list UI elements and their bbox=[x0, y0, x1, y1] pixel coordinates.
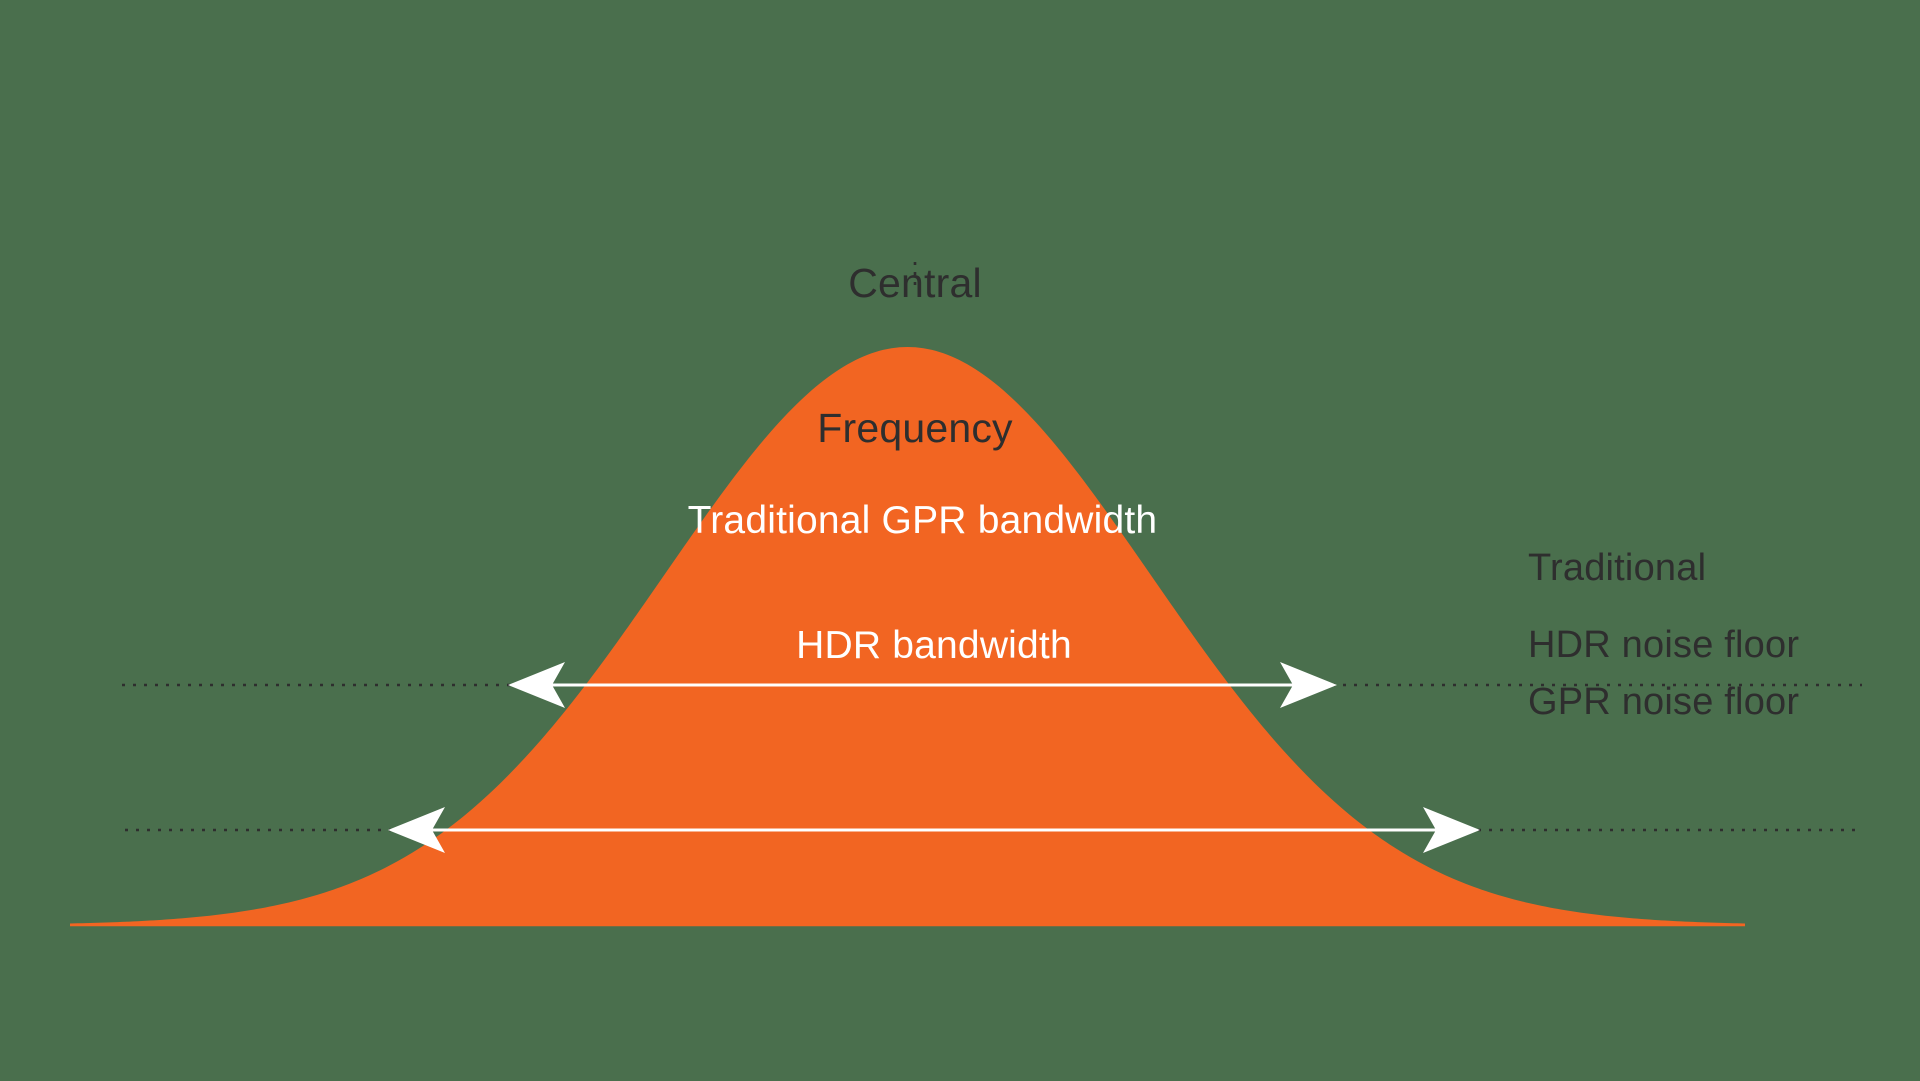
traditional-gpr-bandwidth-label: Traditional GPR bandwidth bbox=[687, 499, 1158, 542]
traditional-gpr-noise-floor-line-1: Traditional bbox=[1528, 546, 1707, 589]
traditional-gpr-noise-floor-line-2: GPR noise floor bbox=[1528, 681, 1800, 724]
arrow-head-left-icon bbox=[508, 662, 565, 708]
arrow-head-right-icon bbox=[1280, 662, 1337, 708]
central-frequency-line-1: Central bbox=[848, 259, 982, 306]
central-frequency-label: Central Frequency bbox=[0, 162, 1830, 549]
hdr-bandwidth-label: HDR bandwidth bbox=[796, 624, 1072, 667]
hdr-bandwidth-arrow bbox=[388, 807, 1480, 853]
arrow-head-right-icon bbox=[1423, 807, 1480, 853]
traditional-gpr-noise-floor-label: Traditional GPR noise floor bbox=[1528, 456, 1799, 815]
spectrum-curve bbox=[70, 347, 1745, 925]
traditional-gpr-bandwidth-arrow bbox=[508, 662, 1337, 708]
hdr-noise-floor-label: HDR noise floor bbox=[1528, 624, 1800, 666]
arrow-head-left-icon bbox=[388, 807, 445, 853]
central-frequency-line-2: Frequency bbox=[817, 404, 1013, 451]
